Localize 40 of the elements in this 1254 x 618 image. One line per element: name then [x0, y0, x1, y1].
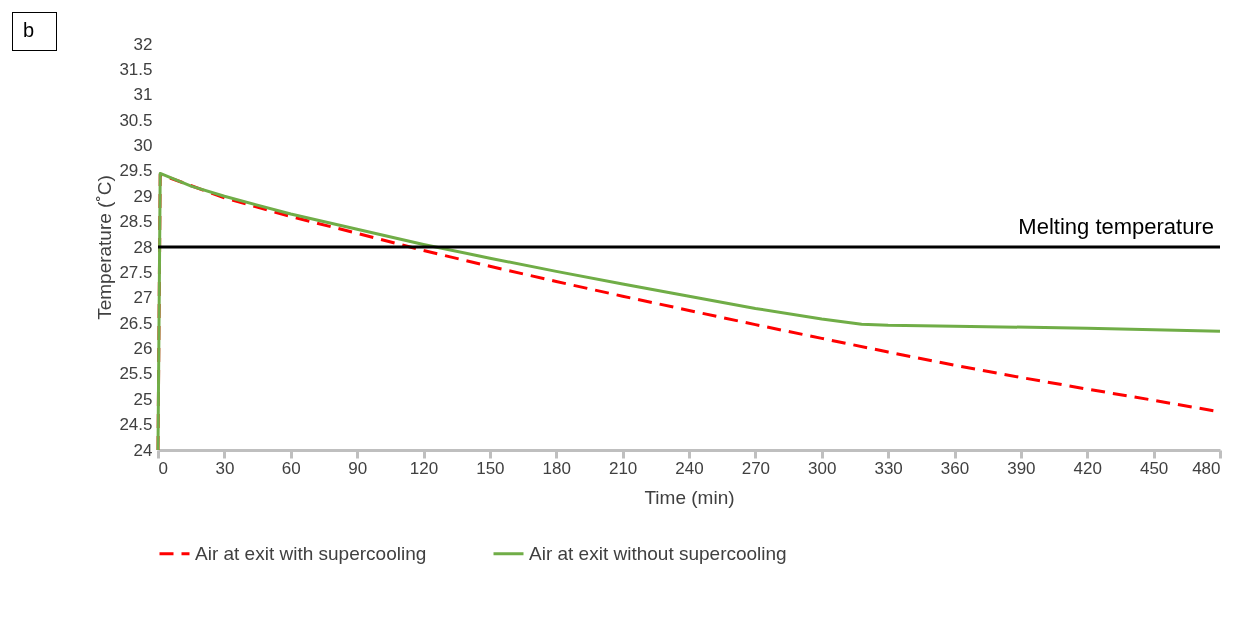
- x-tick-label: 300: [808, 458, 837, 478]
- y-tick-label: 26: [133, 339, 153, 358]
- y-tick-label: 24: [133, 440, 153, 460]
- x-tick-label: 210: [608, 458, 638, 478]
- y-tick-label: 28: [133, 237, 153, 257]
- ref-line-label: Melting temperature: [1018, 214, 1214, 239]
- x-tick-label: 450: [1139, 458, 1169, 478]
- y-tick-label: 27.5: [119, 262, 153, 282]
- y-tick-label: 29.5: [119, 161, 153, 181]
- x-tick-label: 270: [741, 458, 771, 478]
- y-tick-label: 30: [133, 136, 153, 155]
- y-axis-title: Temperature (˚C): [94, 175, 116, 320]
- x-tick-label: 420: [1073, 458, 1102, 478]
- y-tick-label: 28.5: [119, 212, 153, 232]
- y-tick-label: 31.5: [119, 59, 153, 79]
- x-tick-label: 480: [1192, 458, 1221, 478]
- x-tick-label: 240: [675, 458, 704, 478]
- y-tick-label: 25.5: [119, 364, 153, 384]
- legend-label: Air at exit with supercooling: [195, 542, 427, 564]
- y-tick-label: 31: [133, 85, 153, 105]
- x-axis-title: Time (min): [644, 486, 735, 508]
- y-tick-label: 24.5: [119, 415, 153, 435]
- y-tick-label: 26.5: [119, 313, 153, 333]
- x-tick-label: 0: [158, 458, 168, 478]
- x-tick-label: 90: [348, 458, 368, 478]
- y-tick-label: 27: [133, 288, 153, 308]
- y-tick-label: 29: [133, 186, 153, 206]
- x-tick-label: 60: [281, 458, 301, 478]
- x-tick-label: 390: [1007, 458, 1036, 478]
- x-tick-label: 330: [874, 458, 903, 478]
- y-tick-label: 32: [133, 34, 153, 54]
- y-tick-label: 25: [133, 389, 153, 409]
- x-tick-label: 120: [409, 458, 439, 478]
- x-tick-label: 360: [940, 458, 970, 478]
- x-tick-label: 30: [215, 458, 235, 478]
- legend-label: Air at exit without supercooling: [529, 542, 787, 564]
- text: b: [12, 12, 58, 51]
- y-tick-label: 30.5: [119, 110, 153, 130]
- x-tick-label: 150: [476, 458, 505, 478]
- x-tick-label: 180: [542, 458, 571, 478]
